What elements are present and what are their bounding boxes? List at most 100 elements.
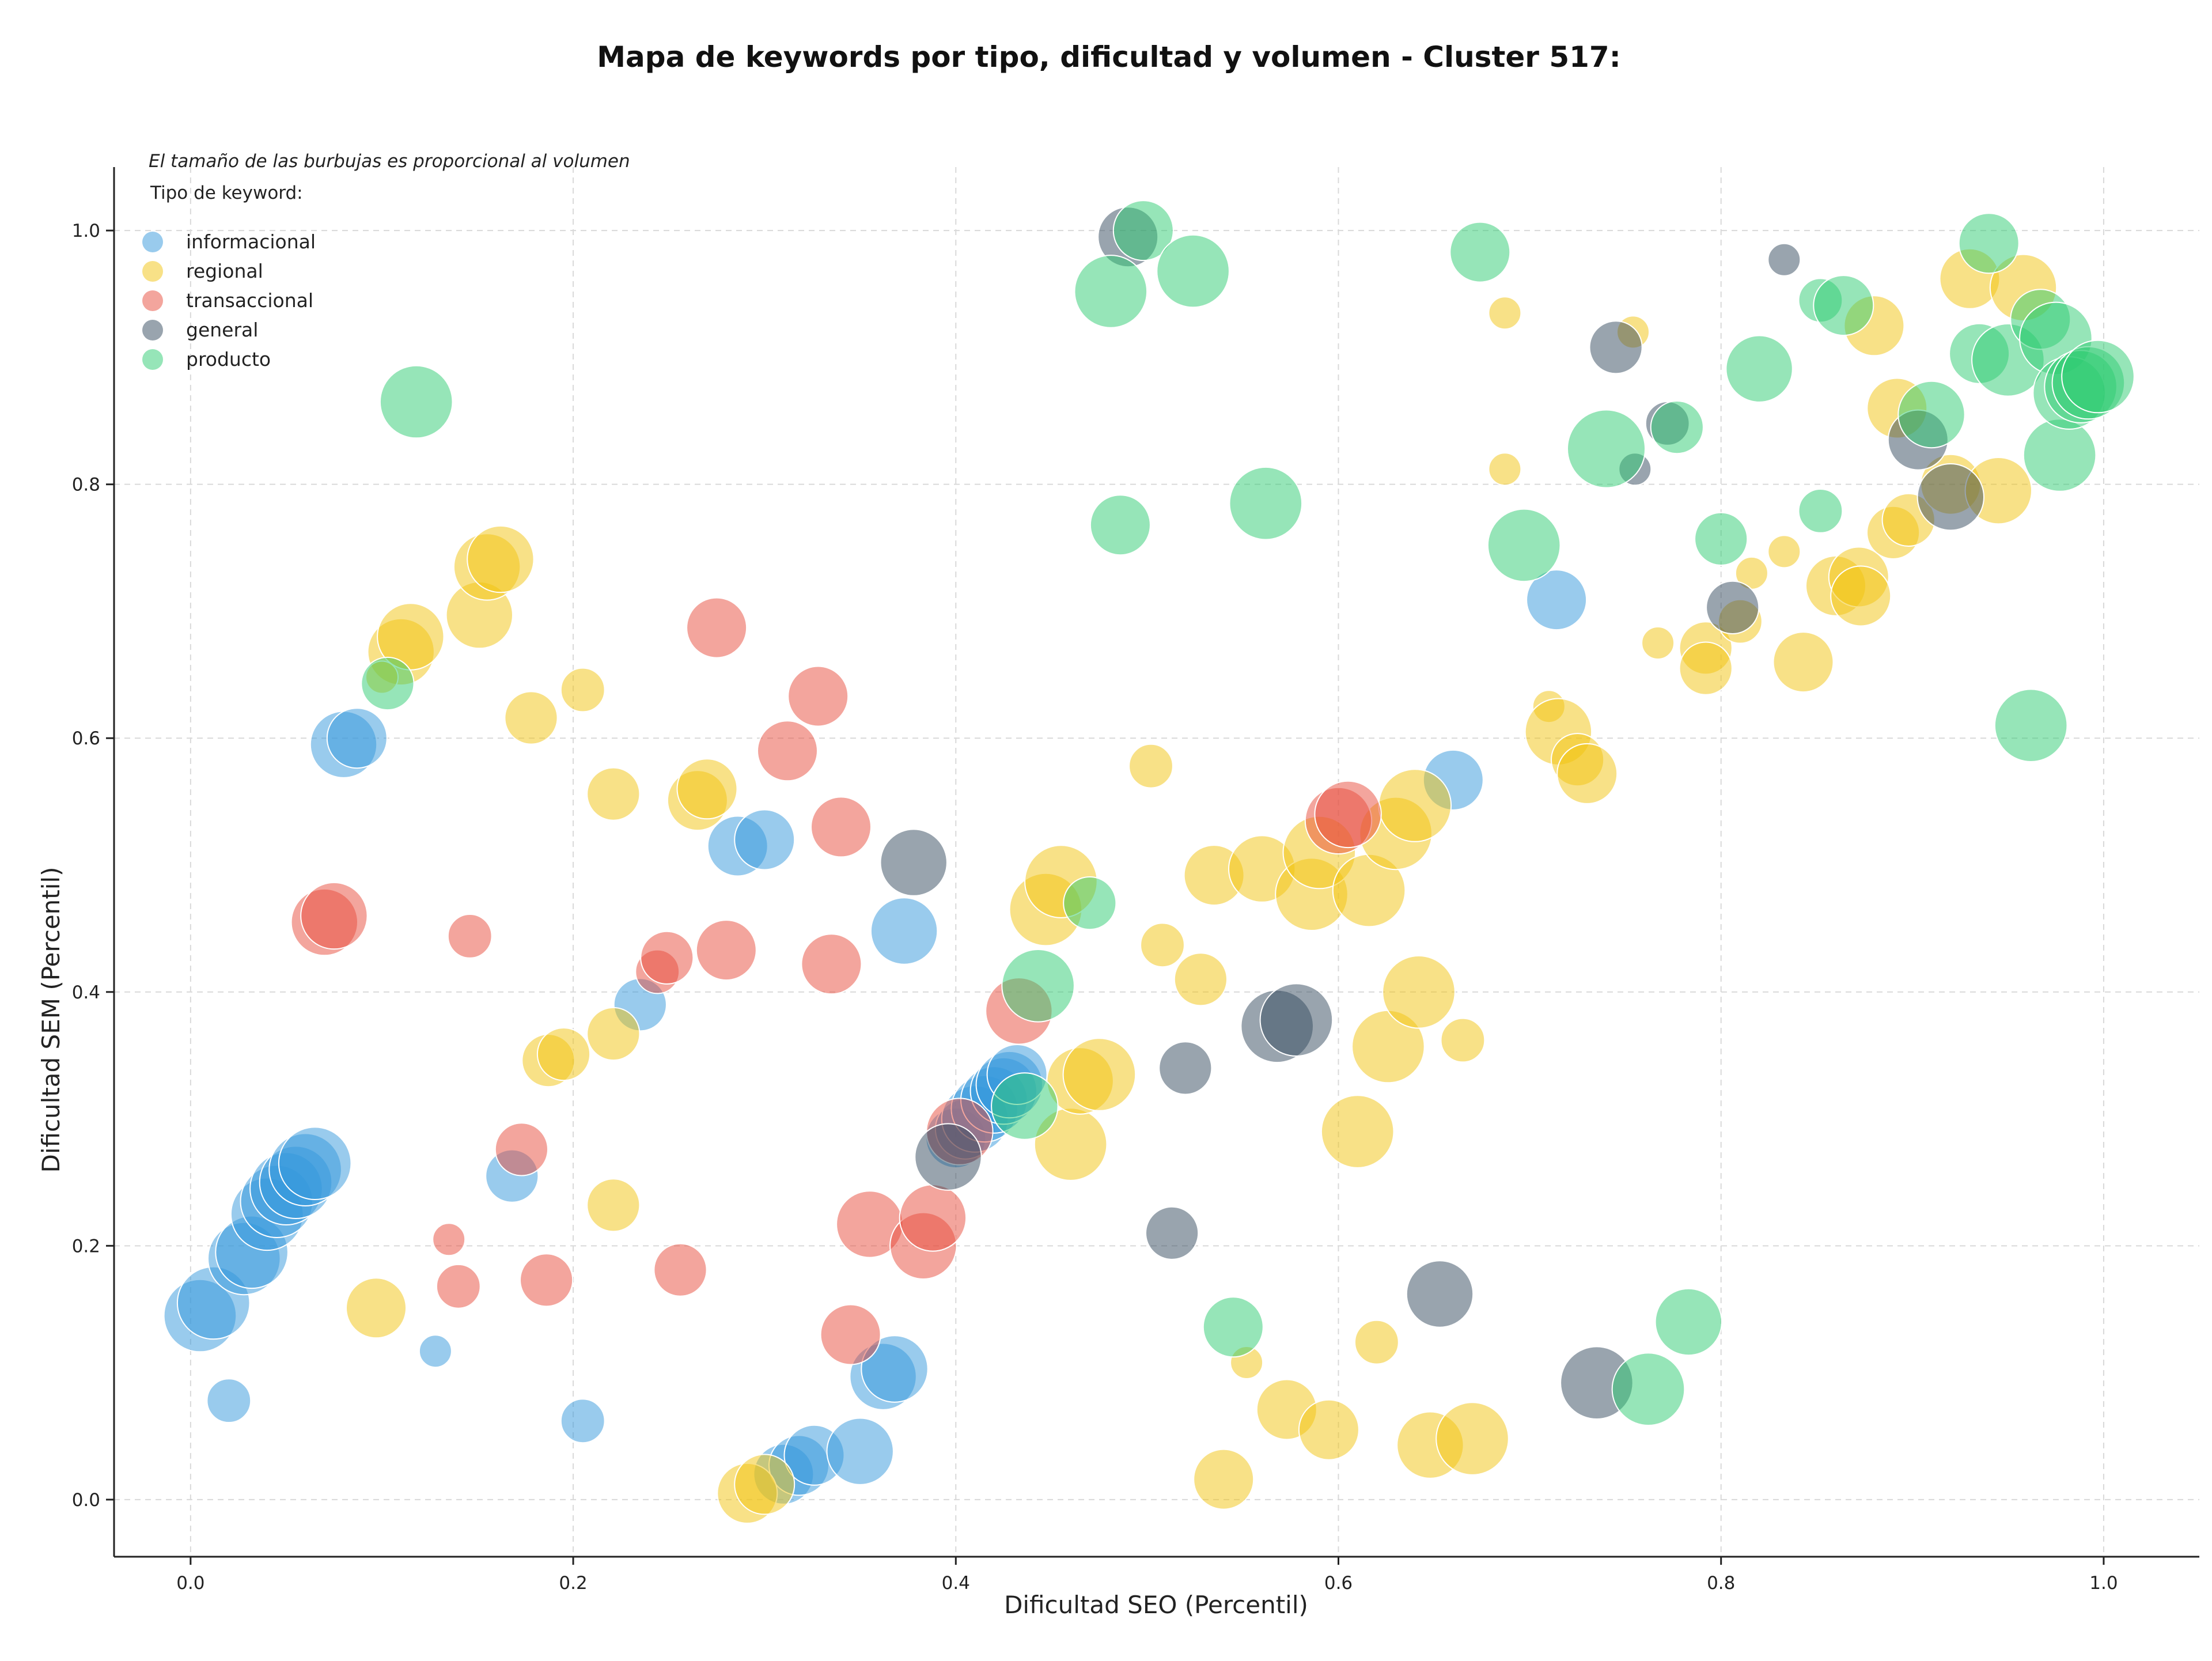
y-tick-label: 0.8 [72, 475, 100, 495]
bubble-producto [1074, 255, 1148, 328]
bubble-producto [1813, 275, 1874, 336]
bubble-producto [1994, 688, 2068, 762]
bubble-transaccional [494, 1122, 549, 1176]
bubble-transaccional [432, 1223, 466, 1257]
bubble-regional [1378, 769, 1452, 842]
bubble-transaccional [899, 1184, 967, 1252]
y-tick-label: 0.6 [72, 728, 100, 749]
bubble-regional [1679, 641, 1733, 695]
bubble-regional [1320, 1095, 1395, 1168]
bubble-regional [1488, 452, 1522, 486]
legend-label: general [186, 319, 258, 341]
bubble-size-note: El tamaño de las burbujas es proporciona… [149, 151, 630, 172]
bubble-informacional [560, 1398, 605, 1444]
series-producto [361, 200, 2135, 1426]
bubble-producto [1611, 1352, 1685, 1426]
bubble-producto [1650, 400, 1704, 455]
bubble-transaccional [695, 920, 757, 981]
bubble-producto [379, 365, 453, 439]
bubble-regional [1767, 535, 1801, 569]
bubble-general [914, 1123, 982, 1191]
bubble-producto [1202, 1296, 1264, 1358]
bubble-general [1916, 463, 1985, 531]
bubble-regional [586, 767, 641, 821]
legend-item-informacional: informacional [142, 230, 316, 253]
legend-items: informacional regional transaccional genera… [142, 230, 316, 370]
bubble-producto [2061, 339, 2135, 414]
bubble-producto [1063, 876, 1117, 930]
bubble-regional [504, 691, 558, 745]
bubble-producto [1798, 489, 1843, 534]
bubble-regional [560, 667, 605, 713]
axis-layer: 0.0 0.2 0.4 0.6 0.8 1.0 0.0 0.2 0.4 0.6 0.8 1.0 [72, 167, 2199, 1594]
bubble-regional [1128, 743, 1173, 789]
bubble-producto [1487, 508, 1561, 582]
bubble-transaccional [686, 597, 748, 659]
legend-label: informacional [186, 230, 316, 253]
bubble-regional [1772, 631, 1834, 693]
chart-title: Mapa de keywords por tipo, dificultad y … [597, 40, 1620, 74]
bubble-transaccional [1314, 780, 1382, 849]
bubble-regional [1488, 296, 1522, 330]
legend-item-general: general [142, 319, 258, 341]
legend-marker [142, 261, 163, 282]
bubble-regional [676, 758, 738, 820]
legend: El tamaño de las burbujas es proporciona… [142, 151, 630, 370]
bubble-transaccional [820, 1304, 881, 1365]
bubble-producto [1449, 221, 1511, 283]
bubble-layer [163, 200, 2135, 1524]
bubble-producto [1694, 512, 1748, 566]
series-regional [346, 248, 2058, 1524]
bubble-transaccional [435, 1263, 481, 1309]
bubble-transaccional [801, 933, 862, 995]
bubble-informacional [418, 1334, 452, 1368]
bubble-regional [586, 1007, 641, 1061]
x-tick-label: 0.2 [559, 1573, 587, 1594]
bubble-producto [1229, 466, 1303, 540]
bubble-regional [1140, 922, 1185, 968]
bubble-regional [1830, 565, 1892, 627]
bubble-producto [361, 656, 415, 711]
bubble-producto [1725, 335, 1793, 403]
legend-item-regional: regional [142, 260, 263, 282]
legend-title: Tipo de keyword: [150, 183, 303, 203]
bubble-informacional [1526, 569, 1588, 631]
bubble-informacional [870, 897, 938, 965]
bubble-transaccional [787, 665, 849, 727]
legend-item-transaccional: transaccional [142, 289, 313, 312]
x-tick-label: 1.0 [2089, 1573, 2118, 1594]
y-tick-label: 0.2 [72, 1236, 100, 1257]
bubble-regional [1298, 1399, 1359, 1461]
bubble-producto [1112, 200, 1174, 262]
bubble-general [1158, 1041, 1213, 1095]
legend-label: transaccional [186, 289, 313, 312]
bubble-regional [586, 1178, 641, 1232]
legend-marker [142, 290, 163, 311]
bubble-informacional [826, 1417, 894, 1485]
y-tick-label: 1.0 [72, 221, 100, 241]
bubble-general [1589, 320, 1643, 374]
bubble-informacional [278, 1126, 352, 1200]
legend-marker [142, 349, 163, 370]
x-tick-label: 0.8 [1707, 1573, 1735, 1594]
series-transaccional [290, 597, 1382, 1365]
bubble-general [1259, 983, 1334, 1057]
bubble-transaccional [520, 1253, 574, 1307]
bubble-general [1145, 1206, 1199, 1260]
bubble-producto [2022, 418, 2097, 492]
legend-label: regional [186, 260, 263, 282]
x-tick-label: 0.6 [1324, 1573, 1353, 1594]
y-tick-label: 0.0 [72, 1490, 100, 1511]
y-tick-label: 0.4 [72, 982, 100, 1003]
bubble-producto [1156, 234, 1230, 308]
bubble-transaccional [300, 881, 368, 950]
bubble-informacional [206, 1378, 252, 1424]
bubble-producto [1897, 380, 1965, 449]
bubble-informacional [326, 707, 388, 769]
bubble-regional [1173, 952, 1228, 1007]
bubble-regional [1062, 1038, 1137, 1111]
bubble-regional [1354, 1319, 1399, 1365]
bubble-general [1406, 1260, 1474, 1328]
bubble-regional [346, 1277, 407, 1339]
x-axis-label: Dificultad SEO (Percentil) [1004, 1591, 1308, 1619]
